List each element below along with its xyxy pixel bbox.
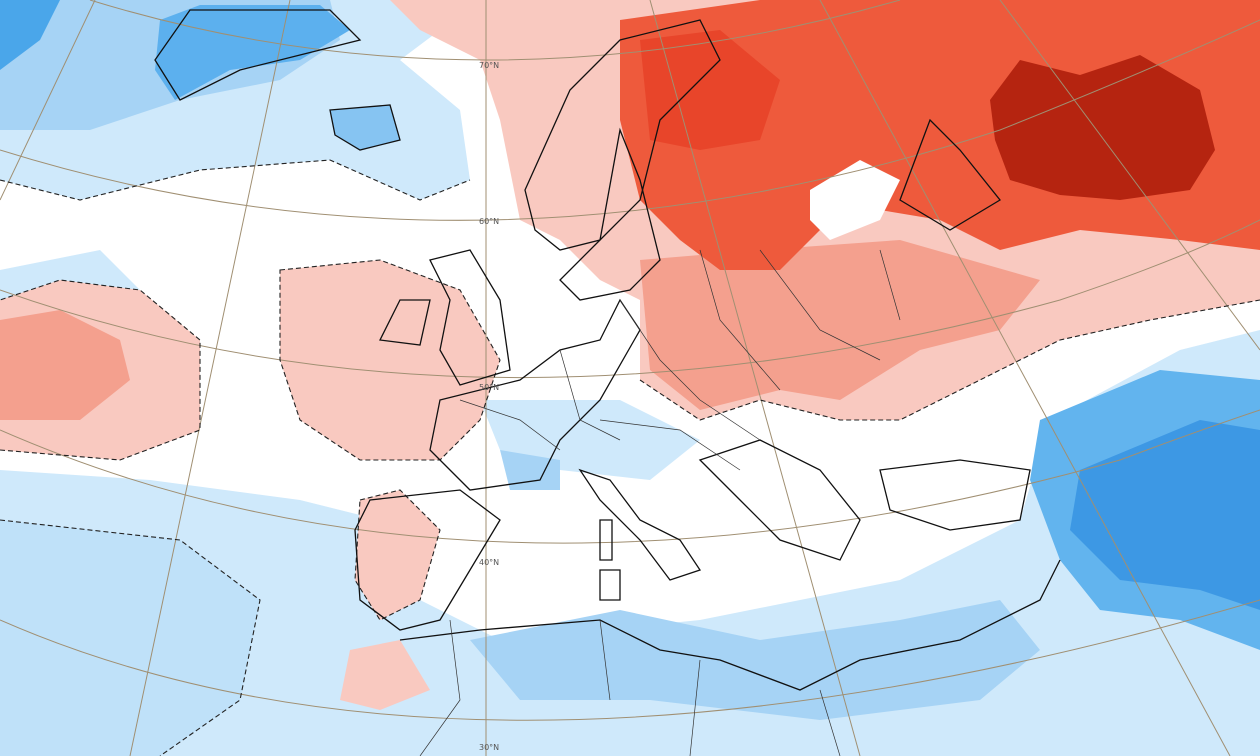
latitude-labels: 70°N 60°N 50°N 40°N 30°N	[479, 61, 499, 752]
latitude-label: 40°N	[479, 558, 499, 567]
latitude-label: 60°N	[479, 217, 499, 226]
latitude-label: 30°N	[479, 743, 499, 752]
borders	[419, 249, 901, 756]
latitude-label: 50°N	[479, 383, 499, 392]
latitude-label: 70°N	[479, 61, 499, 70]
coastlines	[154, 9, 1061, 691]
zero-contours	[0, 159, 1260, 756]
warm-anomaly-areas	[0, 0, 1260, 710]
